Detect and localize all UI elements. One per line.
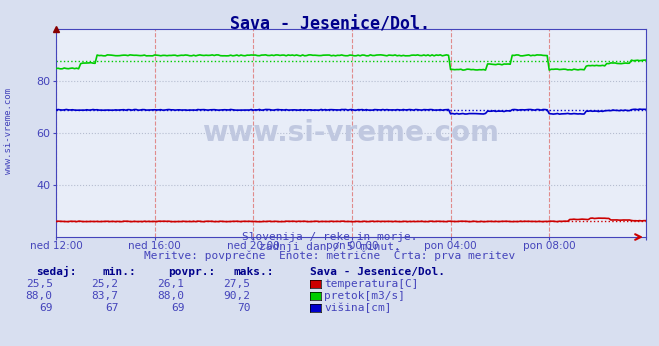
Text: 27,5: 27,5 xyxy=(223,279,250,289)
Text: 25,5: 25,5 xyxy=(26,279,53,289)
Text: Sava - Jesenice/Dol.: Sava - Jesenice/Dol. xyxy=(229,16,430,34)
Text: Slovenija / reke in morje.: Slovenija / reke in morje. xyxy=(242,233,417,243)
Text: 90,2: 90,2 xyxy=(223,291,250,301)
Text: Sava - Jesenice/Dol.: Sava - Jesenice/Dol. xyxy=(310,267,445,277)
Text: www.si-vreme.com: www.si-vreme.com xyxy=(202,119,500,147)
Text: 83,7: 83,7 xyxy=(92,291,119,301)
Text: Meritve: povprečne  Enote: metrične  Črta: prva meritev: Meritve: povprečne Enote: metrične Črta:… xyxy=(144,249,515,261)
Text: 70: 70 xyxy=(237,303,250,313)
Text: 25,2: 25,2 xyxy=(92,279,119,289)
Text: pretok[m3/s]: pretok[m3/s] xyxy=(324,291,405,301)
Text: 26,1: 26,1 xyxy=(158,279,185,289)
Text: sedaj:: sedaj: xyxy=(36,266,76,277)
Text: zadnji dan / 5 minut.: zadnji dan / 5 minut. xyxy=(258,242,401,252)
Text: maks.:: maks.: xyxy=(234,267,274,277)
Text: min.:: min.: xyxy=(102,267,136,277)
Text: temperatura[C]: temperatura[C] xyxy=(324,279,418,289)
Text: 67: 67 xyxy=(105,303,119,313)
Text: 69: 69 xyxy=(171,303,185,313)
Text: 88,0: 88,0 xyxy=(26,291,53,301)
Text: www.si-vreme.com: www.si-vreme.com xyxy=(4,89,13,174)
Text: 88,0: 88,0 xyxy=(158,291,185,301)
Text: povpr.:: povpr.: xyxy=(168,267,215,277)
Text: višina[cm]: višina[cm] xyxy=(324,303,391,313)
Text: 69: 69 xyxy=(40,303,53,313)
